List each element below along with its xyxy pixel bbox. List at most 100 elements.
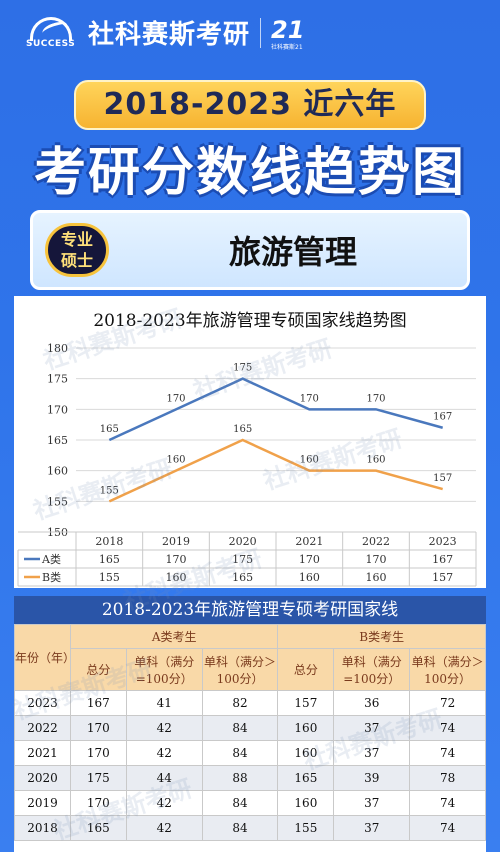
data-label: 170 <box>166 393 185 404</box>
x-tick-label: 2023 <box>429 535 457 548</box>
data-label: 170 <box>300 393 319 404</box>
cell-b-total: 165 <box>277 765 335 791</box>
series-line-a <box>108 377 443 442</box>
badge-line-2: 硕士 <box>60 251 93 270</box>
subject-box: 专业 硕士 旅游管理 <box>30 210 470 290</box>
cell-a-total: 170 <box>69 790 127 816</box>
data-table-cell: 160 <box>299 571 320 584</box>
cell-b-s150: 74 <box>409 790 486 816</box>
cell-a-s100: 41 <box>125 690 203 716</box>
data-label: 155 <box>100 485 119 496</box>
cell-a-s100: 42 <box>125 790 203 816</box>
logo-21-number: 21 <box>271 15 305 44</box>
data-label: 160 <box>166 455 185 466</box>
cell-year: 2023 <box>14 690 71 716</box>
x-tick-label: 2020 <box>229 535 257 548</box>
cell-a-s100: 44 <box>125 765 203 791</box>
data-table-cell: 165 <box>99 553 120 566</box>
header-b-single-100: 单科（满分=100分） <box>333 648 411 691</box>
data-table-cell: 175 <box>232 553 253 566</box>
cell-b-total: 160 <box>277 790 335 816</box>
cell-b-s150: 78 <box>409 765 486 791</box>
series-line-b <box>108 438 443 503</box>
table-card: 2018-2023年旅游管理专硕考研国家线 年份（年） A类考生 B类考生 总分… <box>14 596 486 852</box>
header-b-single-over100: 单科（满分＞100分） <box>409 648 486 691</box>
y-tick-label: 170 <box>47 403 68 416</box>
brand-divider <box>260 17 262 48</box>
data-label: 160 <box>300 455 319 466</box>
badge-line-1: 专业 <box>60 230 93 249</box>
data-label: 167 <box>433 412 452 423</box>
cell-b-s150: 72 <box>409 690 486 716</box>
legend-label: B类 <box>42 570 61 584</box>
cell-a-s150: 84 <box>201 740 279 766</box>
degree-badge: 专业 硕士 <box>45 223 109 277</box>
x-tick-label: 2018 <box>95 535 123 548</box>
cell-a-s150: 82 <box>201 690 279 716</box>
brand-en: SUCCESS <box>26 38 76 49</box>
table-row: 2019 170 42 84 160 37 74 <box>14 790 486 816</box>
table-title: 2018-2023年旅游管理专硕考研国家线 <box>14 596 486 624</box>
cell-a-s100: 42 <box>125 740 203 766</box>
cell-b-s100: 37 <box>333 815 411 841</box>
data-label: 160 <box>366 455 385 466</box>
cell-b-s150: 74 <box>409 815 486 841</box>
y-tick-label: 180 <box>47 342 68 355</box>
cell-b-total: 160 <box>277 740 335 766</box>
header-a-single-100: 单科（满分=100分） <box>125 648 203 691</box>
cell-a-s100: 42 <box>125 815 203 841</box>
cell-year: 2022 <box>14 715 71 741</box>
cell-b-s100: 36 <box>333 690 411 716</box>
cell-b-s150: 74 <box>409 740 486 766</box>
score-table: 年份（年） A类考生 B类考生 总分 单科（满分=100分） 单科（满分＞100… <box>14 624 486 841</box>
data-table-cell: 170 <box>166 553 187 566</box>
header-b-total: 总分 <box>277 648 335 691</box>
header-group-b: B类考生 <box>277 624 486 649</box>
cell-b-s100: 37 <box>333 790 411 816</box>
y-tick-label: 175 <box>47 373 68 386</box>
y-tick-label: 165 <box>47 434 68 447</box>
x-tick-label: 2022 <box>362 535 390 548</box>
table-row: 2020 175 44 88 165 39 78 <box>14 765 486 791</box>
cell-a-s100: 42 <box>125 715 203 741</box>
cell-year: 2019 <box>14 790 71 816</box>
data-table-cell: 170 <box>299 553 320 566</box>
cell-b-total: 160 <box>277 715 335 741</box>
cell-b-total: 157 <box>277 690 335 716</box>
cell-year: 2020 <box>14 765 71 791</box>
cell-a-s150: 84 <box>201 715 279 741</box>
cell-b-s150: 74 <box>409 715 486 741</box>
data-table-cell: 160 <box>366 571 387 584</box>
header-group-a: A类考生 <box>69 624 279 649</box>
top-header: SUCCESS 社科赛斯考研 21 社科赛斯21 <box>0 0 500 80</box>
legend-label: A类 <box>41 552 61 566</box>
brand: SUCCESS 社科赛斯考研 21 社科赛斯21 <box>24 14 309 51</box>
data-table-cell: 157 <box>432 571 453 584</box>
cell-a-s150: 84 <box>201 815 279 841</box>
table-row: 2022 170 42 84 160 37 74 <box>14 715 486 741</box>
data-label: 170 <box>366 393 385 404</box>
logo-21-icon: 21 社科赛斯21 <box>271 15 309 51</box>
table-row: 2021 170 42 84 160 37 74 <box>14 740 486 766</box>
cell-a-s150: 84 <box>201 790 279 816</box>
cell-a-total: 165 <box>69 815 127 841</box>
x-tick-label: 2019 <box>162 535 190 548</box>
cell-a-total: 170 <box>69 740 127 766</box>
data-label: 157 <box>433 473 452 484</box>
year-range-banner: 2018-2023 近六年 <box>74 80 426 130</box>
y-tick-label: 160 <box>47 465 68 478</box>
header-a-total: 总分 <box>69 648 127 691</box>
cell-year: 2021 <box>14 740 71 766</box>
cell-a-total: 167 <box>69 690 127 716</box>
data-label: 165 <box>233 424 252 435</box>
data-table-cell: 160 <box>166 571 187 584</box>
subject-name: 旅游管理 <box>228 233 357 271</box>
header-year: 年份（年） <box>14 624 75 691</box>
table-row: 2023 167 41 82 157 36 72 <box>14 690 486 716</box>
x-tick-label: 2021 <box>295 535 323 548</box>
header-a-single-over100: 单科（满分＞100分） <box>201 648 279 691</box>
cell-b-s100: 37 <box>333 715 411 741</box>
cell-a-s150: 88 <box>201 765 279 791</box>
data-label: 175 <box>233 363 252 374</box>
